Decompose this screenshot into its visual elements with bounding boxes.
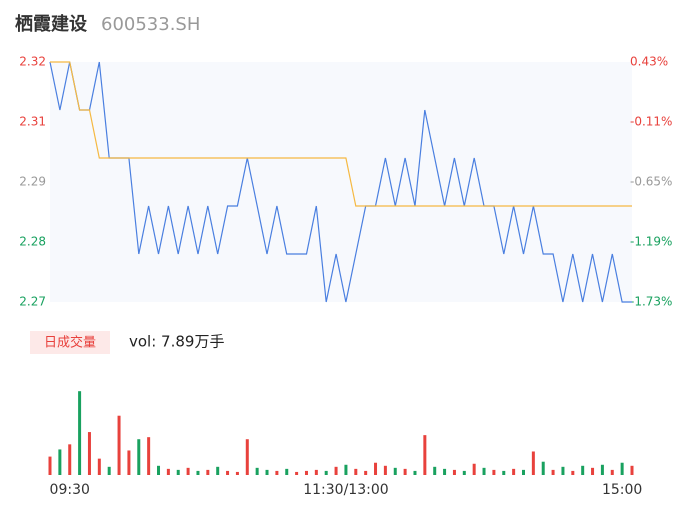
volume-bar bbox=[127, 450, 131, 475]
y-tick-label: 2.31 bbox=[19, 115, 46, 129]
volume-bar bbox=[295, 471, 299, 475]
volume-bar bbox=[255, 467, 259, 475]
volume-bar bbox=[344, 464, 348, 475]
volume-bar bbox=[147, 437, 151, 475]
volume-bar bbox=[196, 470, 200, 475]
volume-bar bbox=[226, 470, 230, 475]
y2-tick-label: 0.43% bbox=[630, 55, 668, 69]
volume-bar bbox=[502, 470, 506, 475]
volume-legend: 日成交量 bbox=[44, 335, 96, 351]
volume-bar bbox=[423, 435, 427, 475]
volume-bar bbox=[374, 462, 378, 475]
volume-bar bbox=[157, 465, 161, 475]
volume-bar bbox=[433, 466, 437, 475]
volume-bar bbox=[443, 468, 447, 475]
volume-bar bbox=[176, 469, 180, 475]
volume-bar bbox=[571, 470, 575, 475]
volume-bar bbox=[137, 439, 141, 475]
volume-bar bbox=[591, 467, 595, 475]
y-tick-label: 2.27 bbox=[19, 295, 46, 309]
volume-bar bbox=[393, 467, 397, 475]
volume-bar bbox=[492, 469, 496, 475]
volume-bar bbox=[97, 458, 101, 475]
volume-bar bbox=[354, 468, 358, 475]
stock-code: 600533.SH bbox=[101, 14, 200, 35]
volume-bar bbox=[235, 471, 239, 475]
volume-bar bbox=[87, 432, 91, 475]
volume-bar bbox=[304, 470, 308, 475]
volume-bar bbox=[403, 468, 407, 475]
y-tick-label: 2.32 bbox=[19, 55, 46, 69]
volume-bar bbox=[324, 470, 328, 475]
volume-bar bbox=[78, 391, 82, 475]
volume-bar bbox=[561, 466, 565, 475]
volume-bar bbox=[285, 468, 289, 475]
x-tick-label: 11:30/13:00 bbox=[303, 482, 388, 498]
volume-bar bbox=[512, 468, 516, 475]
x-tick-label: 15:00 bbox=[602, 482, 642, 498]
volume-bar bbox=[166, 468, 170, 475]
series-line bbox=[50, 61, 632, 207]
volume-bar bbox=[581, 465, 585, 475]
volume-bar bbox=[48, 456, 52, 475]
volume-bar bbox=[620, 462, 624, 475]
volume-bar bbox=[334, 466, 338, 475]
volume-bar bbox=[314, 469, 318, 475]
stock-name: 栖霞建设 bbox=[15, 13, 87, 35]
volume-legend-box bbox=[30, 331, 110, 354]
volume-bar bbox=[58, 449, 62, 475]
y2-tick-label: -1.19% bbox=[630, 235, 672, 249]
volume-bar bbox=[452, 469, 456, 475]
volume-bar bbox=[610, 469, 614, 475]
volume-bar bbox=[521, 469, 525, 475]
volume-bar bbox=[472, 463, 476, 475]
volume-bar bbox=[482, 467, 486, 475]
x-tick-label: 09:30 bbox=[50, 482, 90, 498]
volume-bar bbox=[462, 470, 466, 475]
volume-bar bbox=[206, 469, 210, 475]
volume-bar bbox=[117, 415, 121, 475]
volume-bar bbox=[364, 470, 368, 475]
plot-area bbox=[50, 62, 632, 302]
volume-bar bbox=[275, 470, 279, 475]
volume-bar bbox=[265, 469, 269, 475]
volume-bar bbox=[413, 470, 417, 475]
volume-bar bbox=[186, 467, 190, 475]
volume-bar bbox=[551, 469, 555, 475]
y2-tick-label: -1.73% bbox=[630, 295, 672, 309]
volume-bar bbox=[245, 439, 249, 475]
volume-bar bbox=[383, 465, 387, 475]
y2-tick-label: -0.11% bbox=[630, 115, 672, 129]
volume-bar bbox=[216, 466, 220, 475]
volume-bar bbox=[541, 461, 545, 475]
volume-bar bbox=[107, 466, 111, 475]
volume-bar bbox=[531, 451, 535, 475]
volume-bar bbox=[600, 464, 604, 475]
y-tick-label: 2.28 bbox=[19, 235, 46, 249]
y-tick-label: 2.29 bbox=[19, 175, 46, 189]
volume-total: vol: 7.89万手 bbox=[129, 333, 224, 351]
series-line bbox=[49, 61, 632, 303]
volume-bar bbox=[630, 465, 634, 475]
y2-tick-label: -0.65% bbox=[630, 175, 672, 189]
volume-bar bbox=[68, 444, 72, 475]
